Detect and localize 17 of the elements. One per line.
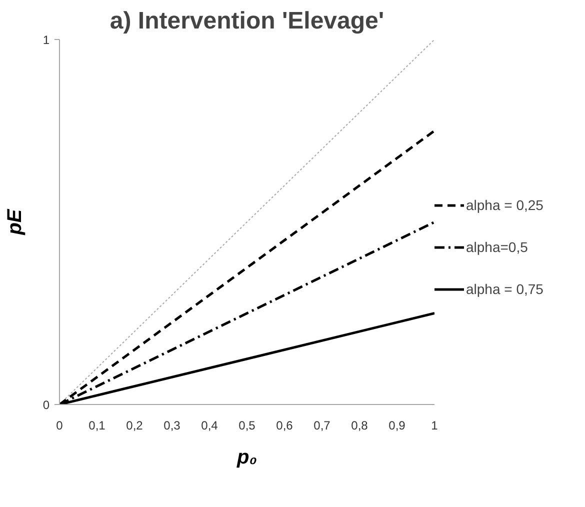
x-tick-label: 0,8 — [351, 418, 368, 432]
x-axis-title: p₀ — [236, 446, 258, 468]
x-tick-label: 0,9 — [388, 418, 406, 432]
x-tick-label: 0,2 — [126, 418, 144, 432]
x-tick-label: 0,3 — [164, 418, 181, 432]
y-axis-title: pE — [4, 208, 26, 236]
x-tick-label: 1 — [431, 418, 438, 432]
x-tick-label: 0,1 — [88, 418, 106, 432]
x-tick-label: 0,7 — [314, 418, 331, 432]
legend-label: alpha=0,5 — [466, 239, 529, 255]
chart-title: a) Intervention 'Elevage' — [110, 8, 384, 34]
x-tick-label: 0,5 — [238, 418, 256, 432]
x-tick-label: 0,6 — [276, 418, 294, 432]
legend-label: alpha = 0,25 — [466, 197, 544, 213]
x-tick-label: 0 — [56, 418, 64, 432]
x-tick-label: 0,4 — [201, 418, 218, 432]
legend-label: alpha = 0,75 — [466, 281, 544, 297]
